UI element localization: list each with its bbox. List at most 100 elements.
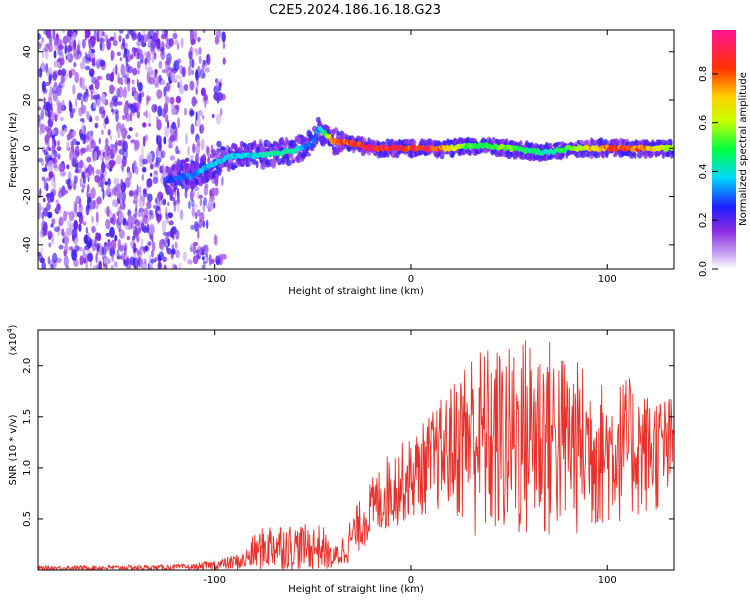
noise-speckle	[135, 256, 138, 268]
noise-speckle	[94, 79, 100, 90]
ridge-halo	[437, 141, 442, 146]
noise-speckle	[158, 60, 163, 69]
noise-speckle	[96, 75, 103, 80]
noise-speckle	[81, 171, 86, 179]
noise-speckle	[58, 244, 64, 250]
noise-speckle	[41, 49, 45, 59]
noise-speckle	[122, 140, 128, 153]
noise-speckle	[138, 92, 142, 103]
noise-speckle	[191, 59, 195, 69]
noise-speckle	[67, 178, 72, 187]
noise-speckle	[174, 39, 179, 46]
noise-speckle	[149, 209, 154, 216]
x-tick-label: -100	[203, 575, 226, 586]
noise-speckle	[78, 223, 82, 232]
noise-speckle	[59, 129, 65, 137]
noise-speckle	[146, 201, 152, 210]
spectrogram-frame	[37, 29, 675, 270]
noise-speckle	[143, 214, 149, 225]
noise-speckle	[95, 211, 99, 223]
noise-speckle	[119, 244, 124, 252]
noise-speckle	[163, 112, 166, 119]
noise-speckle	[121, 127, 127, 139]
noise-speckle	[202, 72, 206, 79]
noise-speckle	[184, 157, 190, 162]
ridge-core	[671, 145, 674, 151]
noise-speckle	[87, 231, 91, 242]
y-tick-label: -40	[22, 237, 33, 253]
noise-speckle	[91, 225, 96, 234]
noise-speckle	[59, 116, 64, 122]
noise-speckle	[198, 194, 203, 199]
noise-speckle	[187, 259, 193, 265]
noise-speckle	[195, 143, 201, 156]
noise-speckle	[190, 224, 195, 230]
noise-speckle	[48, 242, 52, 248]
noise-speckle	[222, 57, 226, 65]
noise-speckle	[88, 146, 93, 153]
noise-speckle	[169, 155, 176, 161]
noise-speckle	[156, 119, 162, 131]
ridge-halo	[222, 147, 227, 151]
noise-speckle	[123, 244, 127, 256]
noise-speckle	[72, 84, 76, 95]
noise-speckle	[52, 84, 58, 94]
noise-speckle	[109, 36, 115, 41]
noise-speckle	[176, 201, 180, 214]
noise-speckle	[189, 159, 194, 164]
exponent-power: 4	[6, 328, 14, 333]
noise-speckle	[200, 138, 205, 151]
noise-speckle	[163, 264, 167, 269]
noise-speckle	[211, 258, 215, 264]
ridge-halo	[306, 152, 312, 157]
noise-speckle	[189, 109, 195, 116]
noise-speckle	[215, 79, 220, 90]
noise-speckle	[79, 159, 84, 169]
noise-speckle	[47, 160, 54, 172]
noise-speckle	[221, 31, 226, 43]
noise-speckle	[191, 199, 195, 208]
noise-speckle	[166, 248, 172, 255]
noise-speckle	[75, 97, 78, 109]
noise-speckle	[149, 30, 155, 39]
noise-speckle	[40, 108, 45, 120]
noise-speckle	[53, 37, 60, 46]
noise-speckle	[150, 250, 155, 258]
noise-speckle	[51, 218, 56, 225]
noise-speckle	[52, 30, 56, 40]
noise-speckle	[155, 161, 160, 167]
noise-speckle	[128, 190, 134, 197]
noise-speckle	[72, 130, 77, 137]
x-tick-label: 0	[408, 274, 414, 285]
noise-speckle	[195, 69, 199, 81]
noise-speckle	[70, 179, 74, 187]
y-tick-label: 1.5	[22, 409, 33, 425]
noise-speckle	[38, 118, 41, 124]
noise-speckle	[169, 134, 176, 142]
noise-speckle	[69, 246, 74, 251]
noise-speckle	[81, 188, 84, 193]
noise-speckle	[55, 206, 59, 213]
snr-frame	[37, 329, 675, 571]
noise-speckle	[64, 127, 68, 133]
noise-speckle	[197, 36, 201, 43]
noise-speckle	[118, 211, 124, 223]
noise-speckle	[92, 166, 95, 176]
noise-speckle	[89, 200, 95, 210]
noise-speckle	[52, 252, 58, 264]
noise-speckle	[67, 220, 71, 228]
noise-speckle	[188, 47, 195, 52]
noise-speckle	[139, 196, 146, 202]
noise-speckle	[42, 88, 48, 94]
noise-speckle	[56, 84, 62, 97]
noise-speckle	[112, 187, 118, 196]
ridge-halo	[310, 147, 315, 152]
spectrogram-marks	[38, 30, 674, 269]
noise-speckle	[131, 79, 135, 85]
noise-speckle	[177, 81, 181, 89]
noise-speckle	[79, 76, 83, 88]
noise-speckle	[189, 80, 195, 91]
noise-speckle	[101, 129, 104, 135]
x-tick-label: 100	[598, 575, 617, 586]
